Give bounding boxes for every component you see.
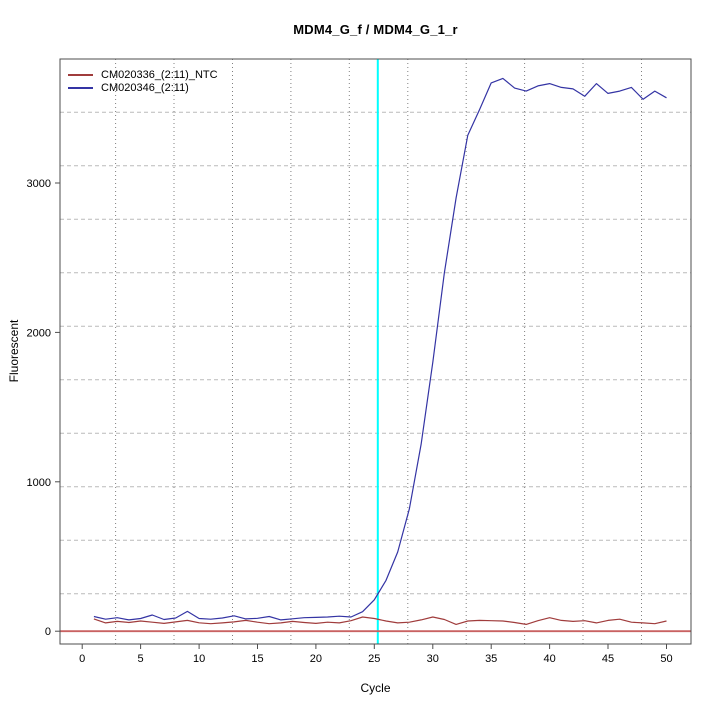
- y-tick-label: 3000: [27, 178, 51, 190]
- series-line-ntc: [93, 616, 667, 626]
- chart-title: MDM4_G_f / MDM4_G_1_r: [293, 22, 458, 37]
- x-axis-ticks: 0 5 10 15 20 25 30 35 40 45 50: [79, 644, 673, 665]
- series-line-sample: [93, 77, 667, 621]
- plot-border: [59, 58, 692, 645]
- x-tick-label: 50: [660, 653, 672, 665]
- y-axis-ticks: 0 1000 2000 3000: [27, 178, 60, 638]
- x-tick-label: 20: [310, 653, 322, 665]
- y-tick-label: 2000: [27, 327, 51, 339]
- legend-label-sample: CM020346_(2:11): [101, 81, 189, 94]
- x-tick-label: 40: [543, 653, 555, 665]
- x-tick-label: 30: [427, 653, 439, 665]
- x-tick-label: 35: [485, 653, 497, 665]
- y-tick-label: 1000: [27, 477, 51, 489]
- x-axis-label: Cycle: [360, 681, 391, 695]
- x-tick-label: 10: [193, 653, 205, 665]
- horizontal-gridlines: [60, 111, 691, 595]
- vertical-gridlines: [115, 59, 642, 644]
- x-tick-label: 45: [602, 653, 614, 665]
- x-tick-label: 15: [251, 653, 263, 665]
- legend-line-swatch-sample: [68, 86, 93, 89]
- y-tick-label: 0: [45, 626, 51, 638]
- x-tick-label: 25: [368, 653, 380, 665]
- y-axis-label: Fluorescent: [7, 319, 21, 383]
- legend-label-ntc: CM020336_(2:11)_NTC: [101, 68, 218, 81]
- legend-line-swatch-ntc: [68, 73, 93, 76]
- legend: CM020336_(2:11)_NTC CM020346_(2:11): [68, 68, 218, 94]
- x-tick-label: 5: [138, 653, 144, 665]
- x-tick-label: 0: [79, 653, 85, 665]
- legend-item-ntc: CM020336_(2:11)_NTC: [68, 68, 218, 81]
- legend-item-sample: CM020346_(2:11): [68, 81, 218, 94]
